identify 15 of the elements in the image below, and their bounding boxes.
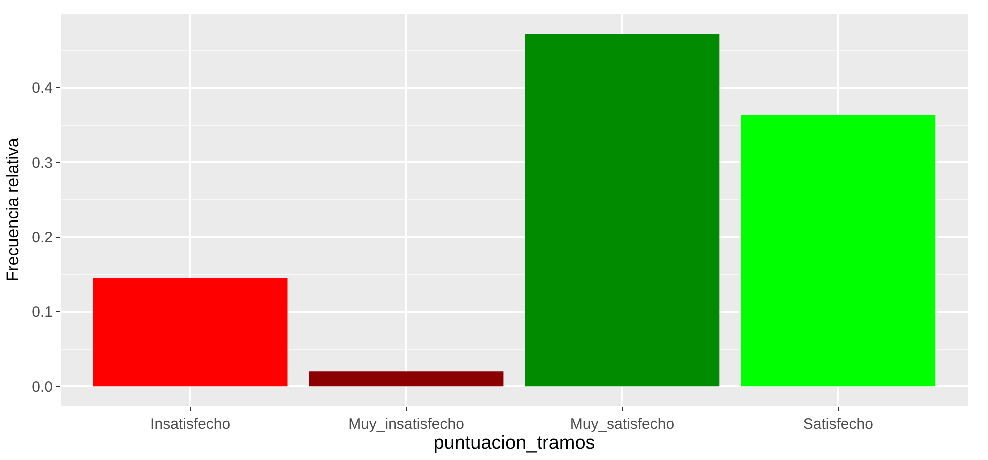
bar bbox=[309, 372, 504, 387]
bar bbox=[741, 116, 936, 387]
bar bbox=[93, 278, 288, 387]
x-tick-label: Insatisfecho bbox=[150, 416, 231, 433]
x-tick-label: Satisfecho bbox=[803, 416, 874, 433]
y-tick-label: 0.0 bbox=[32, 378, 53, 396]
y-tick-label: 0.2 bbox=[32, 230, 53, 246]
bar bbox=[525, 34, 720, 387]
y-tick-label: 0.1 bbox=[32, 304, 53, 322]
x-tick-label: Muy_satisfecho bbox=[570, 416, 675, 433]
y-tick-label: 0.4 bbox=[32, 80, 53, 98]
x-axis-title: puntuacion_tramos bbox=[434, 433, 596, 454]
y-axis-title: Frecuencia relativa bbox=[4, 138, 23, 282]
y-tick-label: 0.3 bbox=[32, 154, 53, 172]
x-tick-label: Muy_insatisfecho bbox=[348, 416, 464, 433]
